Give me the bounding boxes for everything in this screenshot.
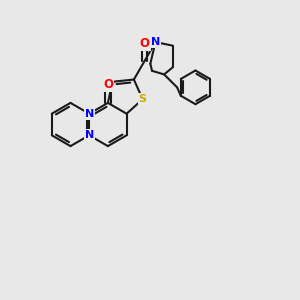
Text: N: N	[85, 109, 94, 119]
Text: N: N	[85, 130, 94, 140]
Text: O: O	[140, 37, 150, 50]
Text: S: S	[139, 94, 147, 104]
Text: N: N	[151, 37, 160, 47]
Text: O: O	[103, 78, 113, 91]
